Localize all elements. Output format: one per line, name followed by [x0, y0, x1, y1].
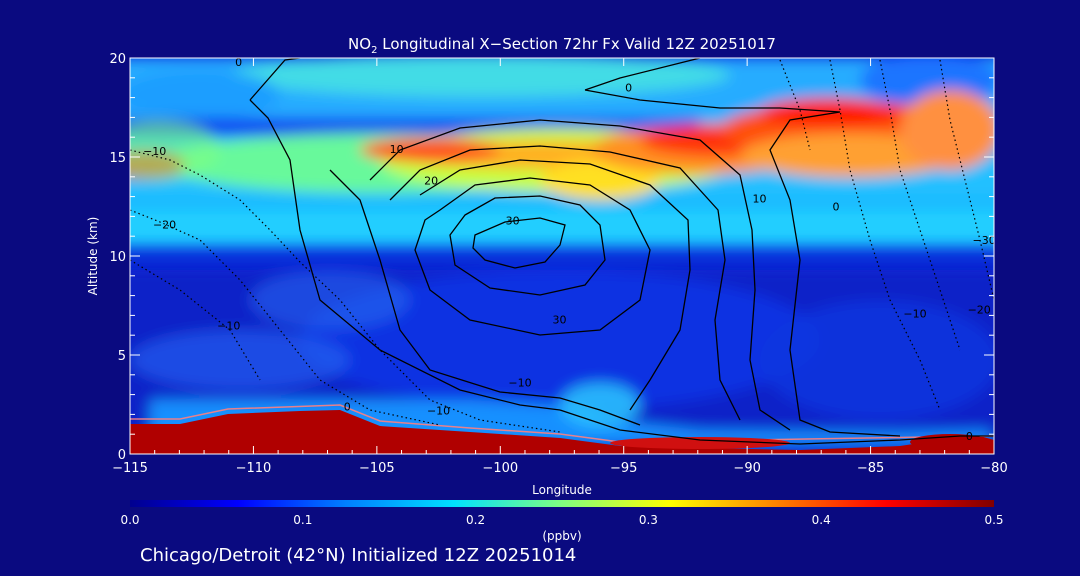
x-tick-label: −95	[610, 461, 637, 476]
x-axis: −115 −110 −105 −100 −95 −90 −85 −80	[112, 58, 1008, 476]
colorbar-label: (ppbv)	[542, 529, 581, 543]
y-tick-label: 10	[109, 250, 126, 265]
x-tick-label: −100	[482, 461, 518, 476]
x-tick-label: −90	[733, 461, 760, 476]
y-tick-label: 20	[109, 52, 126, 67]
contour-label: 0	[625, 82, 632, 95]
contour-label: −10	[427, 404, 450, 417]
contour-labels: 0 0 10 20 30 10 0 −10 −20 −10 30 −10 −10 0 −30 −10 −20 0	[143, 56, 996, 443]
contour-label: 10	[752, 193, 766, 206]
contour-label: 30	[553, 313, 567, 326]
x-tick-label: −110	[236, 461, 272, 476]
contour-label: 0	[235, 56, 242, 69]
surface-layer	[130, 410, 994, 454]
contour-label: −10	[143, 145, 166, 158]
contour-label: 0	[966, 430, 973, 443]
contour-label: 0	[344, 400, 351, 413]
contour-label: 30	[506, 214, 520, 227]
footer-caption: Chicago/Detroit (42°N) Initialized 12Z 2…	[140, 545, 576, 566]
contour-label: −20	[968, 303, 991, 316]
chart-title: NO2 Longitudinal X−Section 72hr Fx Valid…	[348, 35, 776, 56]
colorbar-tick-label: 0.4	[812, 513, 831, 527]
contours-positive	[249, 58, 994, 445]
y-axis: 0 5 10 15 20	[109, 52, 994, 463]
y-axis-label: Altitude (km)	[86, 217, 100, 296]
y-tick-label: 5	[118, 349, 126, 364]
y-tick-label: 15	[109, 151, 126, 166]
x-axis-label: Longitude	[532, 483, 592, 497]
title-subscript: 2	[371, 45, 377, 56]
y-tick-label: 0	[118, 448, 126, 463]
x-tick-label: −115	[112, 461, 148, 476]
contours-negative	[130, 59, 994, 433]
contour-label: −30	[973, 234, 996, 247]
colorbar-tick-label: 0.5	[984, 513, 1003, 527]
contour-label: −20	[153, 218, 176, 231]
colorbar-tick-label: 0.3	[639, 513, 658, 527]
contour-label: 0	[833, 200, 840, 213]
title-rest: Longitudinal X−Section 72hr Fx Valid 12Z…	[377, 35, 775, 53]
contour-label: −10	[508, 377, 531, 390]
title-prefix: NO	[348, 35, 371, 53]
x-tick-label: −80	[980, 461, 1007, 476]
x-tick-label: −85	[857, 461, 884, 476]
colorbar-ticks: 0.0 0.1 0.2 0.3 0.4 0.5	[120, 513, 1003, 527]
plot-area: 0 0 10 20 30 10 0 −10 −20 −10 30 −10 −10 0 −30 −10 −20 0	[130, 56, 996, 454]
contour-label: −10	[217, 319, 240, 332]
colorbar	[130, 500, 994, 507]
colorbar-tick-label: 0.0	[120, 513, 139, 527]
contour-label: −10	[903, 307, 926, 320]
contour-label: 10	[390, 143, 404, 156]
x-tick-label: −105	[359, 461, 395, 476]
contour-label: 20	[424, 175, 438, 188]
colorbar-tick-label: 0.1	[293, 513, 312, 527]
colorbar-tick-label: 0.2	[466, 513, 485, 527]
